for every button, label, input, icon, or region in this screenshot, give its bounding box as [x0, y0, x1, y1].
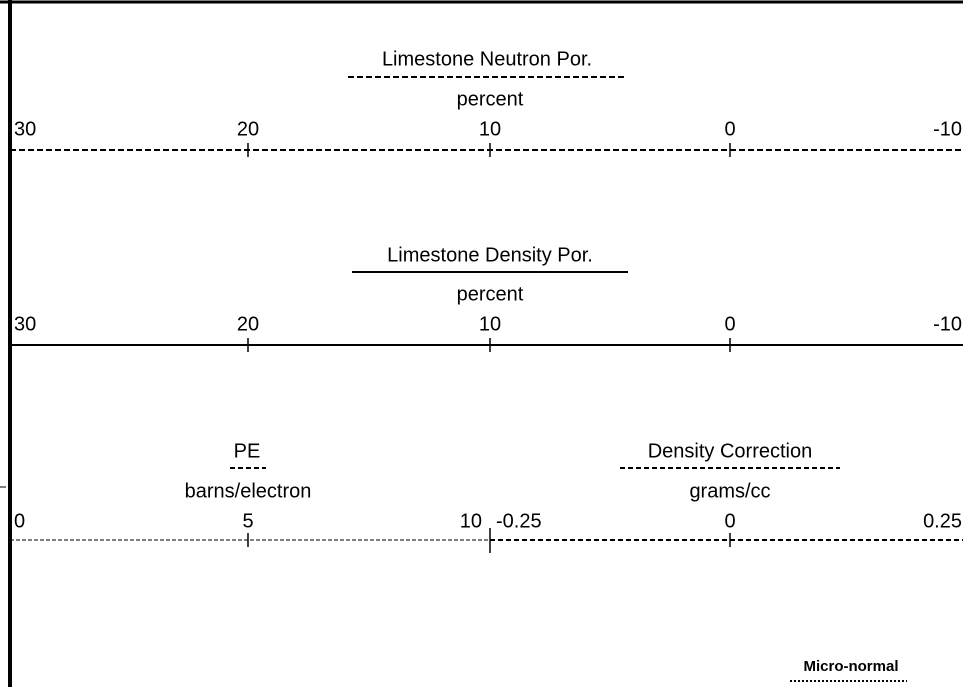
curve-unit: grams/cc — [689, 480, 770, 502]
scale-label: 0 — [724, 118, 735, 140]
scale-label: 30 — [14, 118, 36, 140]
scale-label: 10 — [479, 313, 501, 335]
scale-label: 10 — [460, 510, 482, 532]
scale-ticks — [247, 143, 731, 157]
scale-label: -10 — [933, 118, 962, 140]
scale-label: 5 — [242, 510, 253, 532]
scale-label: 20 — [237, 313, 259, 335]
scale-ticks — [247, 528, 731, 553]
scale-label: 30 — [14, 313, 36, 335]
curve-title: Density Correction — [648, 440, 813, 462]
scale-label: 0.25 — [923, 510, 962, 532]
scale-label: 0 — [14, 510, 25, 532]
track-title: Limestone Density Por. — [387, 244, 593, 266]
scale-label: -10 — [933, 313, 962, 335]
curve-title: PE — [234, 440, 261, 462]
track-title: Limestone Neutron Por. — [382, 48, 592, 70]
footer-title: Micro-normal — [803, 658, 898, 675]
track-unit: percent — [457, 88, 524, 110]
scale-label: 20 — [237, 118, 259, 140]
track-unit: percent — [457, 283, 524, 305]
scale-label: 0 — [724, 510, 735, 532]
scale-label: 0 — [724, 313, 735, 335]
scale-label: 10 — [479, 118, 501, 140]
curve-unit: barns/electron — [185, 480, 312, 502]
scale-ticks — [247, 338, 731, 352]
scale-label: -0.25 — [496, 510, 542, 532]
